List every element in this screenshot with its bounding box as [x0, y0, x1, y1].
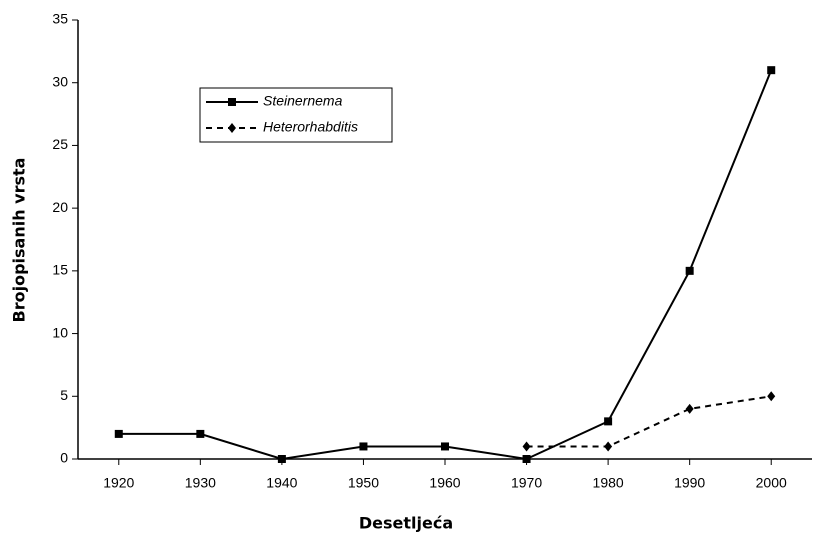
x-tick-label: 1950: [348, 475, 379, 491]
marker: [114, 429, 123, 438]
legend-label: Steinernema: [263, 93, 343, 109]
y-tick-label: 15: [52, 262, 68, 278]
legend-label: Heterorhabditis: [263, 119, 358, 135]
x-tick-label: 1960: [429, 475, 460, 491]
y-tick-label: 25: [52, 136, 68, 152]
marker: [604, 417, 613, 426]
x-tick-label: 1970: [511, 475, 542, 491]
marker: [767, 66, 776, 75]
y-tick-label: 10: [52, 324, 68, 340]
marker: [685, 266, 694, 275]
marker: [196, 429, 205, 438]
marker: [359, 442, 368, 451]
x-tick-label: 1980: [593, 475, 624, 491]
marker: [604, 441, 613, 452]
marker: [277, 455, 286, 463]
marker: [522, 455, 531, 463]
x-tick-label: 1920: [103, 475, 134, 491]
marker: [441, 442, 449, 451]
x-tick-label: 1990: [674, 475, 705, 491]
x-tick-label: 2000: [756, 475, 787, 491]
y-axis-label: Brojopisanih vrsta: [10, 158, 29, 323]
legend-marker: [228, 98, 236, 106]
marker: [522, 441, 531, 452]
y-tick-label: 35: [52, 11, 68, 27]
y-tick-label: 20: [52, 199, 68, 215]
x-tick-label: 1930: [185, 475, 216, 491]
marker: [767, 391, 776, 402]
x-axis-label: Desetljeća: [359, 514, 453, 533]
y-tick-label: 0: [60, 450, 68, 466]
series-line: [526, 395, 772, 448]
y-tick-label: 30: [52, 73, 68, 89]
legend-marker: [228, 123, 236, 133]
y-tick-label: 5: [60, 387, 68, 403]
x-tick-label: 1940: [266, 475, 297, 491]
marker: [685, 403, 694, 414]
